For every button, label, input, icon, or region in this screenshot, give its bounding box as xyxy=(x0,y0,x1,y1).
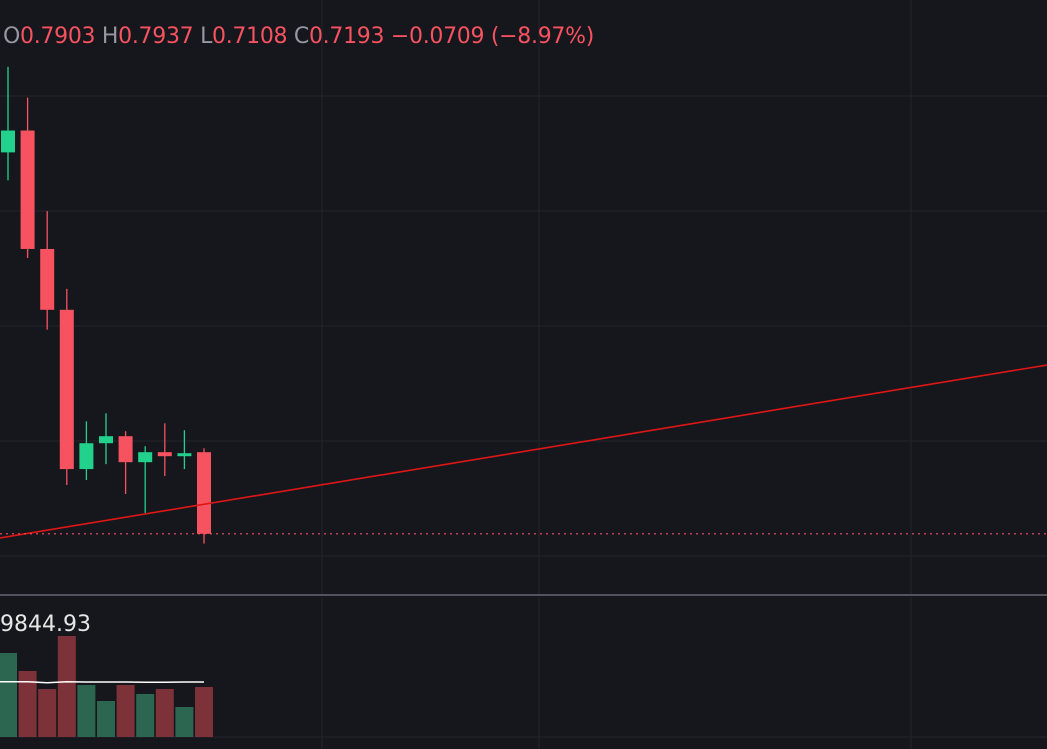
change: −0.0709 xyxy=(390,24,485,49)
volume-bar xyxy=(0,652,17,737)
volume-bar xyxy=(38,688,57,737)
volume-ma-line xyxy=(0,680,205,684)
candle-body xyxy=(59,309,74,470)
candle-body xyxy=(197,452,211,534)
ohlc-value: 0.7937 xyxy=(118,24,194,49)
candle-body xyxy=(138,452,153,463)
ohlc-value: 0.7108 xyxy=(212,24,288,49)
candle-body xyxy=(157,452,172,457)
volume-bar xyxy=(57,635,76,737)
volume-bar xyxy=(195,686,213,737)
candle-body xyxy=(177,453,192,457)
change-percent: (−8.97%) xyxy=(490,24,594,49)
volume-bar xyxy=(77,684,96,737)
volume-bar xyxy=(136,693,155,737)
ohlc-value: 0.7903 xyxy=(20,24,96,49)
ohlc-letter: C xyxy=(293,24,309,49)
ohlc-header: O0.7903 H0.7937 L0.7108 C0.7193 −0.0709 … xyxy=(3,24,594,49)
volume-bar xyxy=(116,684,135,737)
ohlc-letter: O xyxy=(3,24,21,49)
candle-body xyxy=(99,436,113,444)
ohlc-letter: L xyxy=(200,24,213,49)
volume-bar xyxy=(175,706,194,737)
candle-body xyxy=(1,130,15,153)
candle-body xyxy=(20,130,35,249)
candle-body xyxy=(40,248,55,310)
trendline xyxy=(0,364,1047,539)
volume-bar xyxy=(155,688,174,737)
volume-ma-label: 9844.93 xyxy=(0,612,91,637)
volume-bar xyxy=(97,700,115,737)
ohlc-letter: H xyxy=(101,24,119,49)
candle-body xyxy=(79,443,94,470)
candle-body xyxy=(118,436,133,463)
volume-bar xyxy=(18,670,37,737)
ohlc-value: 0.7193 xyxy=(308,24,385,49)
